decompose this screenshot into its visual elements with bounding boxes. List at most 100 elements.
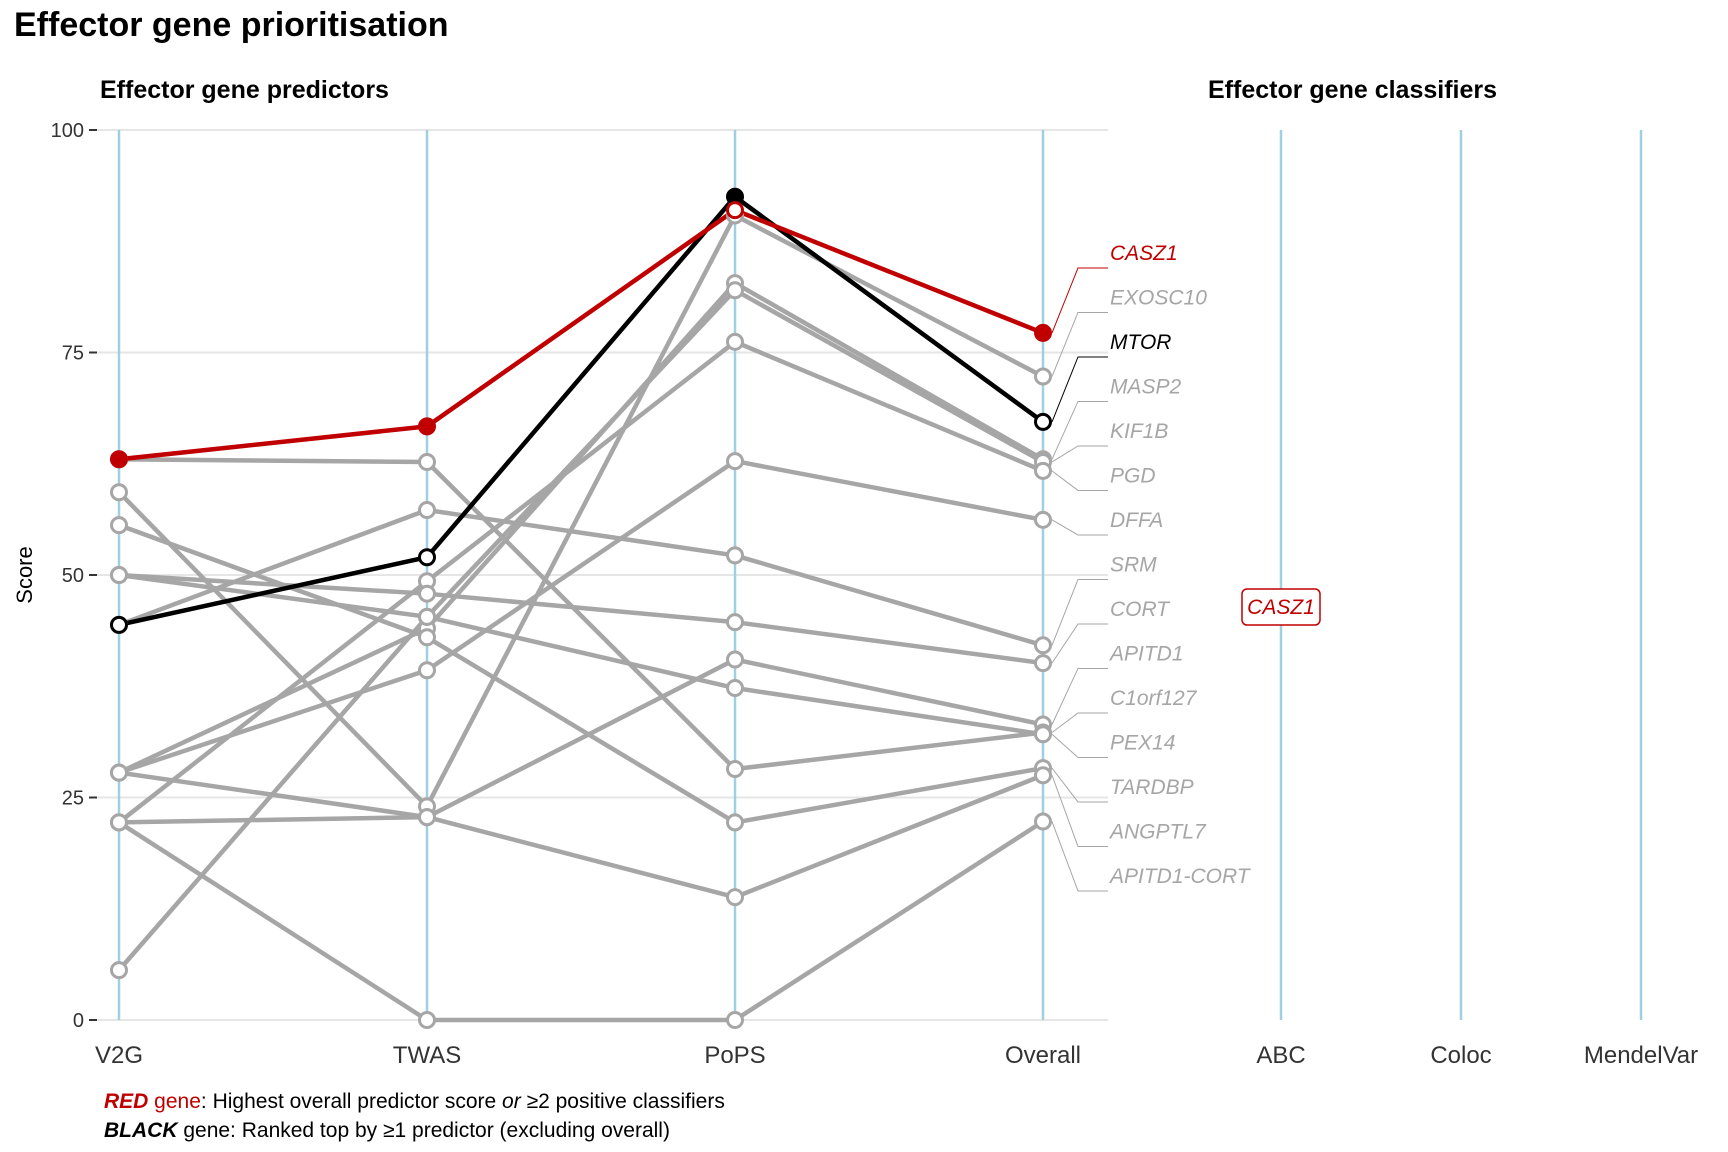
x-tick-label: Overall <box>1005 1042 1081 1069</box>
classifier-hit-box <box>1241 588 1321 626</box>
series-points <box>110 187 1052 1029</box>
data-point <box>1034 367 1052 386</box>
data-point <box>418 584 436 603</box>
gene-labels: CASZ1 EXOSC10 MTOR MASP2 KIF1B PGD DFFA SRM CORT… <box>1051 242 1252 892</box>
legend-red-note: RED gene: Highest overall predictor scor… <box>104 1090 725 1114</box>
series-lines <box>117 194 1045 1023</box>
data-point <box>726 679 744 698</box>
data-point <box>726 281 744 300</box>
data-point <box>726 201 744 220</box>
y-tick-label: 75 <box>62 343 84 365</box>
label-leader-line <box>1051 775 1108 847</box>
legend-black-word: BLACK <box>104 1119 178 1142</box>
series-line <box>117 819 1045 1023</box>
legend-red-or: or <box>502 1090 521 1113</box>
y-tick-label: 50 <box>62 565 84 587</box>
data-point <box>1034 461 1052 480</box>
series-line <box>118 572 1044 666</box>
series-line <box>117 287 1045 972</box>
series-line <box>118 657 1044 825</box>
legend-red-text-b: ≥2 positive classifiers <box>520 1090 725 1113</box>
series-line <box>118 770 1044 900</box>
classifiers-panel-title: Effector gene classifiers <box>1208 76 1498 104</box>
data-point <box>418 607 436 626</box>
data-point <box>418 808 436 827</box>
data-point <box>418 661 436 680</box>
data-point <box>110 516 128 535</box>
data-point <box>1034 725 1052 744</box>
data-point <box>418 452 436 471</box>
label-leader-line <box>1051 356 1108 423</box>
gene-label: EXOSC10 <box>1110 286 1207 309</box>
gene-label: CORT <box>1110 598 1171 621</box>
legend-black-text: gene: Ranked top by ≥1 predictor (exclud… <box>177 1119 670 1142</box>
x-tick-label: ABC <box>1256 1042 1305 1069</box>
data-point <box>418 628 436 647</box>
x-tick-label: V2G <box>95 1042 143 1069</box>
data-point <box>110 483 128 502</box>
gene-label: APITD1-CORT <box>1108 865 1252 888</box>
data-point <box>418 501 436 520</box>
data-point <box>1034 510 1052 529</box>
series-line <box>118 280 1045 775</box>
label-leader-line <box>1051 712 1108 733</box>
data-point <box>726 546 744 565</box>
y-tick-label: 100 <box>51 120 84 142</box>
data-point <box>1034 412 1052 431</box>
label-leader-line <box>1051 470 1108 491</box>
label-leader-line <box>1051 445 1108 463</box>
data-point <box>418 1011 436 1029</box>
y-tick-label: 0 <box>73 1010 84 1032</box>
data-point <box>418 417 436 436</box>
label-leader-line <box>1051 733 1108 758</box>
legend-red-word: RED <box>104 1090 149 1113</box>
data-point <box>110 961 128 980</box>
legend-black-note: BLACK gene: Ranked top by ≥1 predictor (… <box>104 1119 670 1143</box>
label-leader-line <box>1051 667 1108 725</box>
series-line <box>118 523 1044 825</box>
label-leader-line <box>1051 623 1108 664</box>
gene-label: SRM <box>1110 553 1157 576</box>
data-point <box>1034 654 1052 673</box>
data-point <box>1034 636 1052 655</box>
predictors-panel-title: Effector gene predictors <box>100 76 389 104</box>
gene-label: ANGPTL7 <box>1108 820 1207 843</box>
data-point <box>418 548 436 567</box>
series-line <box>117 339 1044 825</box>
data-point <box>110 450 128 469</box>
gene-label: PEX14 <box>1110 731 1175 754</box>
vertical-axes: V2G TWAS PoPS Overall ABC Coloc MendelVar <box>95 130 1698 1069</box>
gene-label: KIF1B <box>1110 420 1168 443</box>
gene-label: APITD1 <box>1108 642 1184 665</box>
data-point <box>1034 812 1052 831</box>
series-line <box>118 207 1044 462</box>
data-point <box>726 650 744 669</box>
gene-label: MTOR <box>1110 331 1171 354</box>
gene-label: MASP2 <box>1110 375 1182 398</box>
data-point <box>726 1011 744 1029</box>
series-line <box>118 507 1044 648</box>
data-point <box>1034 766 1052 785</box>
label-leader-line <box>1051 821 1108 892</box>
label-leader-line <box>1051 400 1108 460</box>
series-line <box>118 457 1044 772</box>
label-leader-line <box>1051 267 1108 334</box>
data-point <box>110 566 128 584</box>
series-line <box>117 213 1045 809</box>
data-point <box>726 452 744 471</box>
data-point <box>110 763 128 782</box>
data-point <box>110 615 128 634</box>
y-tick-label: 25 <box>62 788 84 810</box>
x-tick-label: PoPS <box>704 1042 765 1069</box>
data-point <box>726 613 744 632</box>
y-axis: 0 25 50 75 100 <box>51 120 97 1032</box>
gene-label: C1orf127 <box>1110 687 1198 710</box>
gene-label: TARDBP <box>1110 776 1194 799</box>
data-point <box>726 332 744 351</box>
gene-label: DFFA <box>1110 509 1163 532</box>
data-point <box>726 813 744 832</box>
data-point <box>1034 323 1052 342</box>
y-axis-label: Score <box>12 546 37 603</box>
data-point <box>726 760 744 779</box>
